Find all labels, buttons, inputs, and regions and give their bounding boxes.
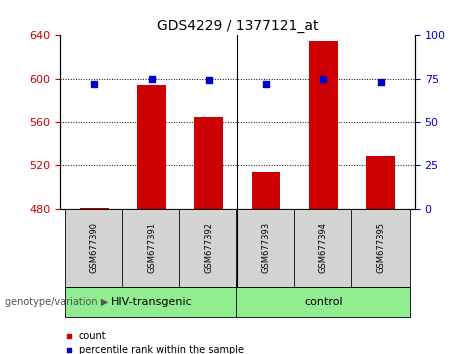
Text: GSM677395: GSM677395 xyxy=(376,222,385,273)
FancyBboxPatch shape xyxy=(294,209,353,287)
FancyBboxPatch shape xyxy=(236,209,296,287)
FancyBboxPatch shape xyxy=(65,209,124,287)
Bar xyxy=(366,156,395,209)
Text: GSM677394: GSM677394 xyxy=(319,222,328,273)
Bar xyxy=(309,41,337,209)
Point xyxy=(262,81,270,87)
Title: GDS4229 / 1377121_at: GDS4229 / 1377121_at xyxy=(157,19,318,33)
FancyBboxPatch shape xyxy=(65,287,238,317)
FancyBboxPatch shape xyxy=(179,209,238,287)
Text: percentile rank within the sample: percentile rank within the sample xyxy=(78,346,243,354)
FancyBboxPatch shape xyxy=(122,209,181,287)
Point xyxy=(65,333,73,339)
Bar xyxy=(80,208,109,209)
Point xyxy=(91,81,98,87)
Text: GSM677391: GSM677391 xyxy=(147,222,156,273)
Text: genotype/variation ▶: genotype/variation ▶ xyxy=(5,297,108,307)
Text: GSM677393: GSM677393 xyxy=(261,222,271,273)
Text: count: count xyxy=(78,331,106,341)
Point xyxy=(205,78,213,83)
Text: control: control xyxy=(304,297,343,307)
Text: HIV-transgenic: HIV-transgenic xyxy=(111,297,192,307)
Point xyxy=(319,76,327,81)
FancyBboxPatch shape xyxy=(351,209,410,287)
Bar xyxy=(252,172,280,209)
Point xyxy=(377,79,384,85)
Point xyxy=(65,348,73,353)
FancyBboxPatch shape xyxy=(236,287,410,317)
Text: GSM677392: GSM677392 xyxy=(204,222,213,273)
Text: GSM677390: GSM677390 xyxy=(90,222,99,273)
Bar xyxy=(137,85,166,209)
Bar xyxy=(195,117,223,209)
Point xyxy=(148,76,155,81)
